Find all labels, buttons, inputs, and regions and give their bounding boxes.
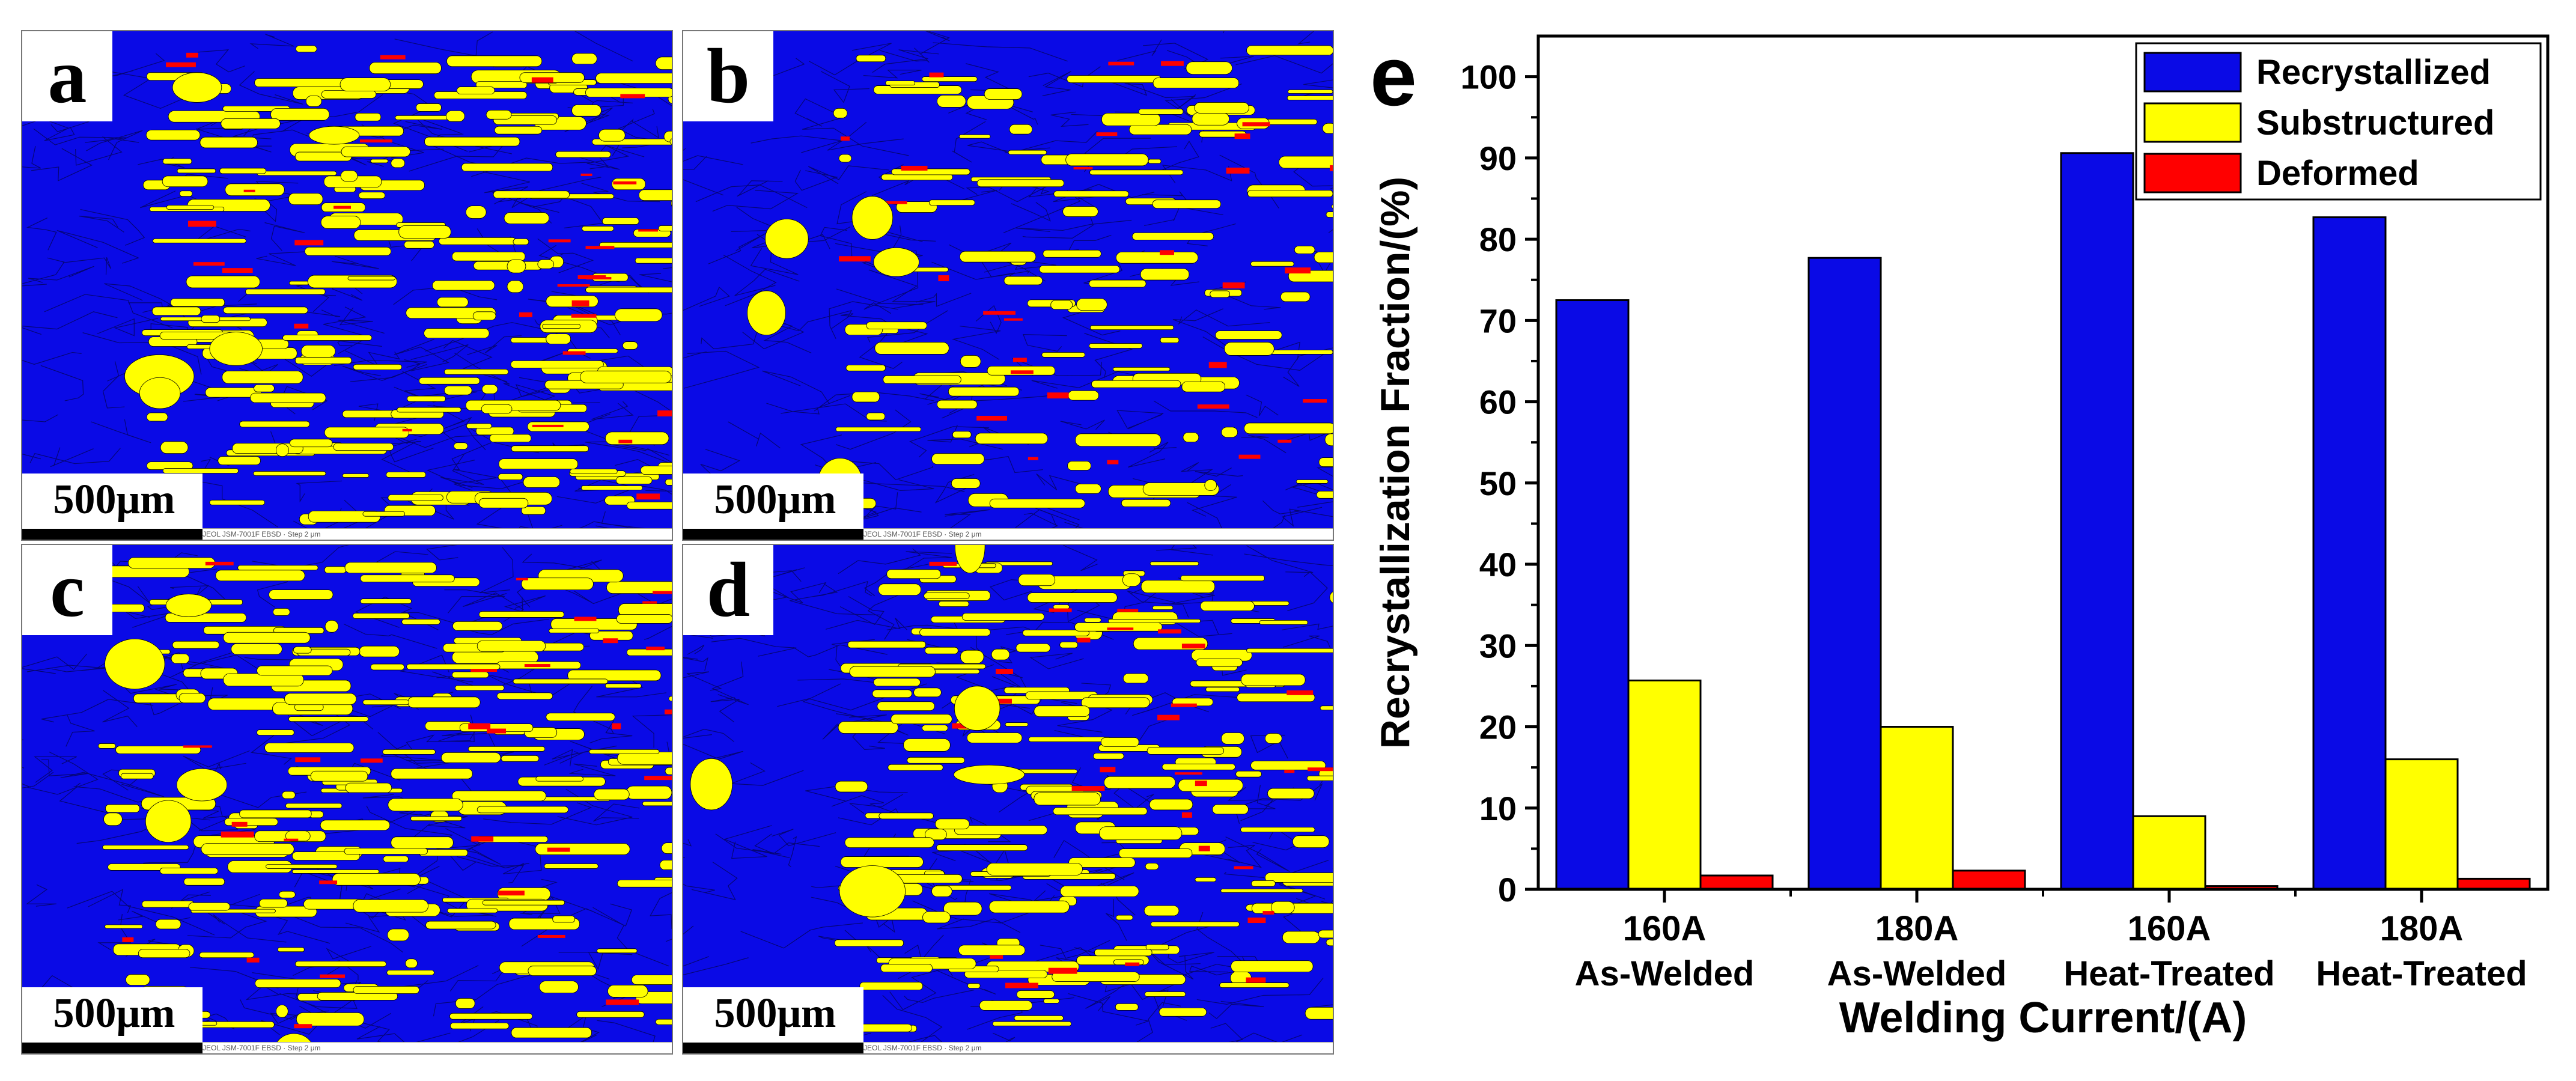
scalebar-line-b [683,529,863,540]
bar-deformed-1 [1952,869,2026,891]
info-strip-b: JEOL JSM-7001F EBSD · Step 2 μm [863,528,1333,540]
grain-map-b [683,31,1333,540]
scalebar-line-c [22,1043,202,1053]
y-tick-label: 0 [1498,871,1517,909]
y-axis-ticks: 0 10 20 30 40 50 60 70 80 90 100 [1461,58,1538,909]
y-tick-label: 40 [1479,546,1517,583]
bar-deformed-3 [2456,877,2531,891]
legend-label-recrystallized: Recrystallized [2256,53,2491,92]
x-tick-label: As-Welded [1575,954,1755,993]
panel-label-a: a [22,31,112,121]
chart-legend: Recrystallized Substructured Deformed [2135,42,2542,201]
ebsd-map-a: a 500μm JEOL JSM-7001F EBSD · Step 2 μm [21,30,673,541]
panel-label-c: c [22,545,112,635]
bar-substructured-3 [2384,758,2459,891]
scalebar-c: 500μm JEOL JSM-7001F EBSD · Step 2 μm [22,987,672,1053]
y-axis-label: Recrystallization Fraction/(%) [1372,177,1418,749]
x-tick-label: 180A [2380,909,2464,948]
bar-substructured-2 [2132,815,2206,891]
recrystallization-bar-chart: e 0 10 20 30 40 50 60 70 80 90 100 160A As-Welded 18… [1370,29,2550,1042]
legend-swatch-recrystallized [2143,52,2242,93]
y-tick-label: 70 [1479,302,1517,340]
y-tick-label: 10 [1479,790,1517,827]
y-tick-label: 60 [1479,383,1517,421]
x-axis-ticks: 160A As-Welded 180A As-Welded 160A Heat-Treat… [1575,889,2527,993]
grain-map-c [22,545,672,1053]
bar-recrystallized-3 [2312,216,2387,891]
bar-recrystallized-0 [1555,299,1630,891]
info-strip-c: JEOL JSM-7001F EBSD · Step 2 μm [202,1042,672,1053]
x-tick-label: Heat-Treated [2316,954,2527,993]
x-axis-label: Welding Current/(A) [1839,994,2247,1042]
scalebar-label-b: 500μm [714,477,836,523]
scalebar-label-a: 500μm [53,477,175,523]
scalebar-label-d: 500μm [714,990,836,1037]
info-strip-a: JEOL JSM-7001F EBSD · Step 2 μm [202,528,672,540]
scalebar-b: 500μm JEOL JSM-7001F EBSD · Step 2 μm [683,474,1333,540]
bar-recrystallized-1 [1807,257,1882,891]
legend-swatch-deformed [2143,153,2242,193]
ebsd-map-b: b 500μm JEOL JSM-7001F EBSD · Step 2 μm [682,30,1334,541]
y-tick-label: 80 [1479,221,1517,258]
panel-label-e: e [1370,29,1417,123]
panel-label-d: d [683,545,773,635]
legend-label-substructured: Substructured [2256,103,2494,142]
ebsd-map-c: c 500μm JEOL JSM-7001F EBSD · Step 2 μm [21,544,673,1055]
scalebar-line-a [22,529,202,540]
x-tick-label: 180A [1875,909,1959,948]
x-tick-label: 160A [1623,909,1707,948]
y-tick-label: 30 [1479,627,1517,665]
bar-recrystallized-2 [2060,152,2134,891]
legend-label-deformed: Deformed [2256,154,2419,193]
ebsd-map-d: d 500μm JEOL JSM-7001F EBSD · Step 2 μm [682,544,1334,1055]
x-tick-label: As-Welded [1827,954,2007,993]
panel-label-b: b [683,31,773,121]
bar-deformed-0 [1699,874,1774,891]
grain-map-a [22,31,672,540]
y-tick-label: 20 [1479,708,1517,746]
scalebar-d: 500μm JEOL JSM-7001F EBSD · Step 2 μm [683,987,1333,1053]
y-tick-label: 100 [1461,58,1517,96]
y-tick-label: 50 [1479,464,1517,502]
bar-substructured-1 [1880,726,1954,891]
info-strip-d: JEOL JSM-7001F EBSD · Step 2 μm [863,1042,1333,1053]
x-tick-label: 160A [2128,909,2211,948]
scalebar-label-c: 500μm [53,990,175,1037]
y-tick-label: 90 [1479,139,1517,177]
bar-series [1555,152,2531,891]
scalebar-line-d [683,1043,863,1053]
legend-swatch-substructured [2143,102,2242,143]
x-tick-label: Heat-Treated [2063,954,2274,993]
grain-map-d [683,545,1333,1053]
scalebar-a: 500μm JEOL JSM-7001F EBSD · Step 2 μm [22,474,672,540]
bar-substructured-0 [1627,679,1702,891]
